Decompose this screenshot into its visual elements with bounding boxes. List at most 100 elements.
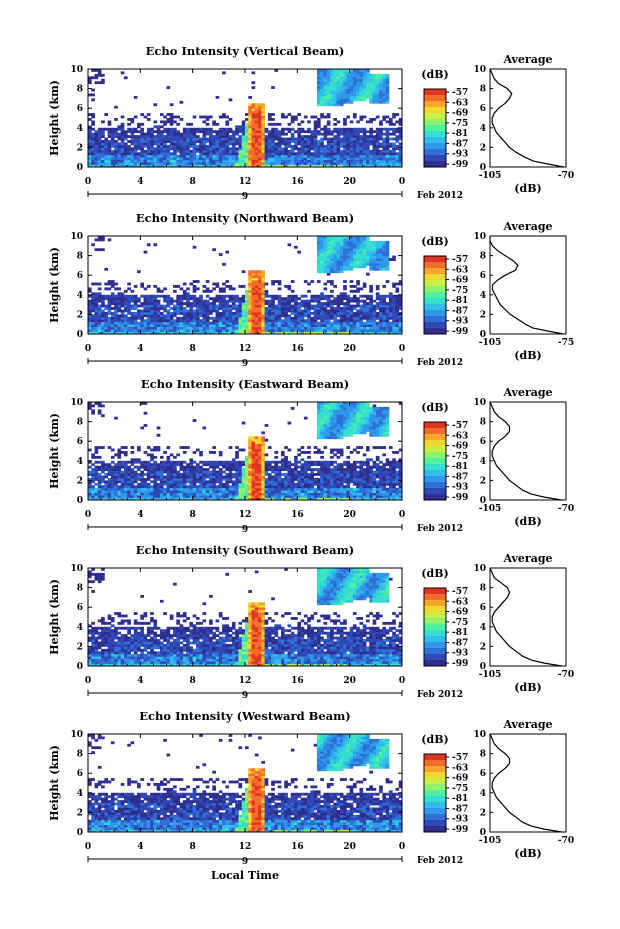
heatmap-cell <box>385 321 390 325</box>
heatmap-cell <box>195 465 200 469</box>
heatmap-cell <box>339 267 344 271</box>
heatmap-cell <box>104 164 109 168</box>
heatmap-cell <box>241 125 246 129</box>
heatmap-cell <box>101 149 105 153</box>
heatmap-cell <box>127 482 131 486</box>
heatmap-cell <box>238 162 243 165</box>
heatmap-cell <box>150 468 154 471</box>
heatmap-cell <box>316 294 321 298</box>
heatmap-cell <box>199 152 203 156</box>
heatmap-cell <box>163 326 167 330</box>
heatmap-cell <box>231 480 236 484</box>
heatmap-cell <box>169 164 174 168</box>
heatmap-cell <box>205 480 210 484</box>
heatmap-cell <box>343 69 347 72</box>
heatmap-cell <box>205 127 210 131</box>
heatmap-cell <box>366 73 370 77</box>
x-tick-label: 16 <box>291 177 304 187</box>
heatmap-cell <box>251 297 256 301</box>
heatmap-cell <box>97 411 102 415</box>
heatmap-cell <box>150 465 154 469</box>
heatmap-cell <box>199 115 203 119</box>
heatmap-cell <box>169 147 174 151</box>
heatmap-cell <box>205 316 210 320</box>
heatmap-cell <box>277 299 282 303</box>
heatmap-cell <box>356 326 360 330</box>
heatmap-cell <box>104 159 109 163</box>
heatmap-cell <box>195 485 200 489</box>
heatmap-cell <box>248 110 252 114</box>
heatmap-cell <box>258 280 262 283</box>
heatmap-cell <box>375 321 380 325</box>
heatmap-cell <box>251 307 256 310</box>
heatmap-cell <box>362 321 367 325</box>
heatmap-cell <box>326 162 331 165</box>
heatmap-cell <box>140 326 144 330</box>
heatmap-cell <box>297 326 301 330</box>
heatmap-cell <box>313 309 318 313</box>
heatmap-cell <box>307 331 311 335</box>
heatmap-cell <box>218 115 223 119</box>
heatmap-cell <box>169 135 174 138</box>
heatmap-cell <box>362 255 367 259</box>
heatmap-cell <box>333 267 337 271</box>
heatmap-cell <box>382 91 387 94</box>
heatmap-cell <box>114 497 118 501</box>
heatmap-cell <box>248 458 252 462</box>
heatmap-cell <box>179 311 184 315</box>
heatmap-cell <box>133 319 138 323</box>
heatmap-cell <box>349 289 354 293</box>
heatmap-cell <box>123 451 128 454</box>
heatmap-cell <box>369 267 373 271</box>
heatmap-cell <box>287 127 292 131</box>
heatmap-cell <box>195 311 200 315</box>
heatmap-cell <box>300 120 305 124</box>
heatmap-cell <box>316 81 321 85</box>
heatmap-cell <box>91 159 95 163</box>
heatmap-cell <box>385 88 390 92</box>
heatmap-cell <box>182 142 187 146</box>
heatmap-cell <box>163 144 167 148</box>
heatmap-cell <box>209 451 213 454</box>
heatmap-cell <box>261 285 266 288</box>
heatmap-cell <box>385 245 390 249</box>
heatmap-cell <box>264 329 269 332</box>
heatmap-cell <box>261 324 266 328</box>
heatmap-cell <box>320 154 324 158</box>
heatmap-cell <box>140 304 144 308</box>
heatmap-cell <box>120 154 125 158</box>
heatmap-cell <box>146 159 151 163</box>
heatmap-cell <box>130 307 135 310</box>
heatmap-cell <box>176 154 180 158</box>
heatmap-cell <box>271 162 275 165</box>
heatmap-cell <box>248 477 252 481</box>
heatmap-cell <box>182 137 187 141</box>
heatmap-cell <box>140 470 144 474</box>
heatmap-cell <box>392 147 396 151</box>
heatmap-cell <box>179 497 184 501</box>
heatmap-cell <box>123 289 128 293</box>
heatmap-cell <box>382 307 387 310</box>
heatmap-cell <box>258 154 262 158</box>
heatmap-cell <box>330 83 334 87</box>
heatmap-cell <box>153 299 158 303</box>
average-profile-line <box>489 236 564 335</box>
heatmap-cell <box>176 309 180 313</box>
heatmap-cell <box>346 309 351 313</box>
heatmap-cell <box>212 331 216 335</box>
heatmap-cell <box>238 487 243 491</box>
heatmap-cell <box>120 140 125 143</box>
heatmap-cell <box>143 132 148 136</box>
heatmap-cell <box>356 120 360 124</box>
heatmap-cell <box>179 446 184 449</box>
heatmap-cell <box>274 321 279 325</box>
heatmap-cell <box>150 127 154 131</box>
heatmap-cell <box>192 127 197 131</box>
heatmap-cell <box>182 309 187 313</box>
heatmap-cell <box>395 135 400 138</box>
heatmap-cell <box>297 162 301 165</box>
heatmap-cell <box>346 243 351 247</box>
heatmap-cell <box>356 297 360 301</box>
heatmap-cell <box>205 311 210 315</box>
heatmap-cell <box>372 81 377 85</box>
